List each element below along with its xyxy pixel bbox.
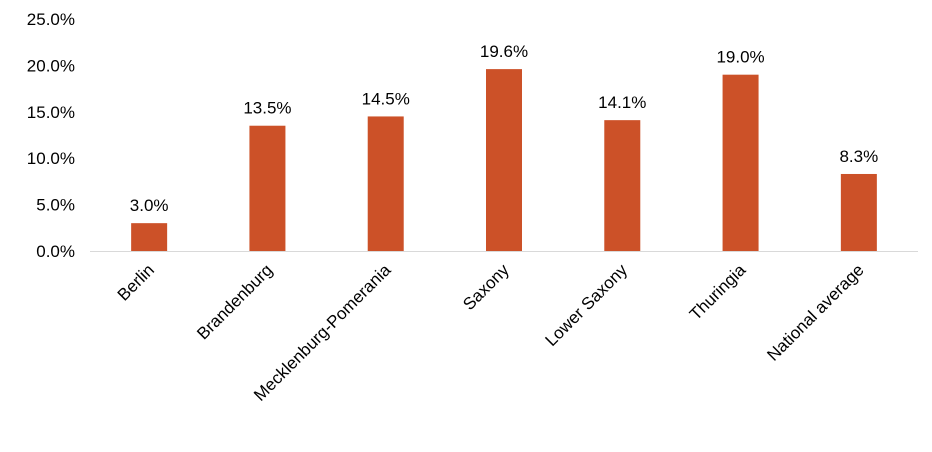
bar	[249, 125, 286, 251]
data-label: 19.6%	[480, 42, 528, 61]
data-label: 13.5%	[243, 99, 291, 118]
y-tick-label: 0.0%	[36, 242, 75, 261]
bar	[367, 116, 404, 251]
x-tick-label: Saxony	[459, 260, 513, 314]
x-tick-label: Lower Saxony	[541, 260, 631, 350]
data-label: 3.0%	[130, 196, 169, 215]
y-tick-label: 10.0%	[27, 149, 75, 168]
x-tick-label: Brandenburg	[193, 260, 276, 343]
y-tick-label: 15.0%	[27, 103, 75, 122]
bar	[722, 74, 759, 252]
bar	[604, 120, 641, 251]
x-tick-label: Mecklenburg-Pomerania	[250, 260, 395, 405]
y-tick-label: 25.0%	[27, 10, 75, 29]
data-label: 8.3%	[839, 147, 878, 166]
bar	[131, 223, 168, 251]
bar	[840, 173, 877, 251]
data-label: 19.0%	[716, 48, 764, 67]
data-label: 14.1%	[598, 93, 646, 112]
y-tick-label: 20.0%	[27, 56, 75, 75]
x-tick-label: Thuringia	[686, 260, 750, 324]
y-tick-label: 5.0%	[36, 196, 75, 215]
x-tick-label: National average	[763, 260, 867, 364]
data-label: 14.5%	[362, 89, 410, 108]
x-tick-label: Berlin	[114, 260, 158, 304]
bar	[486, 69, 522, 251]
